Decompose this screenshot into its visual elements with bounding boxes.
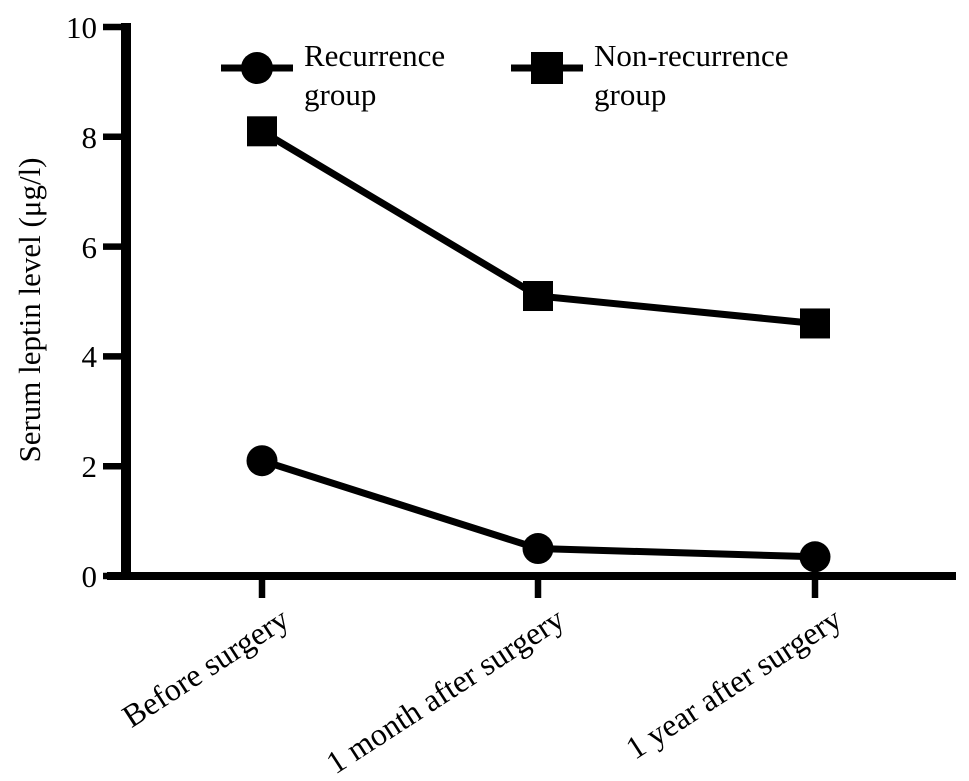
legend-label-recurrence: Recurrence group bbox=[304, 38, 446, 112]
legend-label-non-recurrence: Non-recurrence group bbox=[594, 38, 789, 112]
non-recurrence-group-point-marker bbox=[247, 116, 277, 147]
y-tick-label: 8 bbox=[81, 119, 98, 155]
legend-entry-recurrence: Recurrence group bbox=[220, 36, 474, 114]
legend-entry-non-recurrence: Non-recurrence group bbox=[510, 36, 824, 114]
non-recurrence-group-point-marker bbox=[523, 281, 553, 312]
y-tick-label: 10 bbox=[66, 10, 97, 45]
y-axis-title: Serum leptin level (μg/l) bbox=[12, 157, 47, 463]
y-tick-label: 0 bbox=[81, 559, 98, 594]
y-tick-label: 4 bbox=[81, 339, 98, 375]
y-tick-label: 2 bbox=[81, 449, 98, 485]
circle-marker-icon bbox=[221, 52, 293, 84]
recurrence-group-point-marker bbox=[522, 533, 554, 565]
recurrence-group-point-marker bbox=[246, 445, 278, 477]
y-tick-label: 6 bbox=[81, 229, 98, 265]
non-recurrence-group-point-marker bbox=[800, 308, 830, 339]
square-marker-icon bbox=[511, 52, 583, 84]
recurrence-group-point-marker bbox=[799, 541, 831, 573]
